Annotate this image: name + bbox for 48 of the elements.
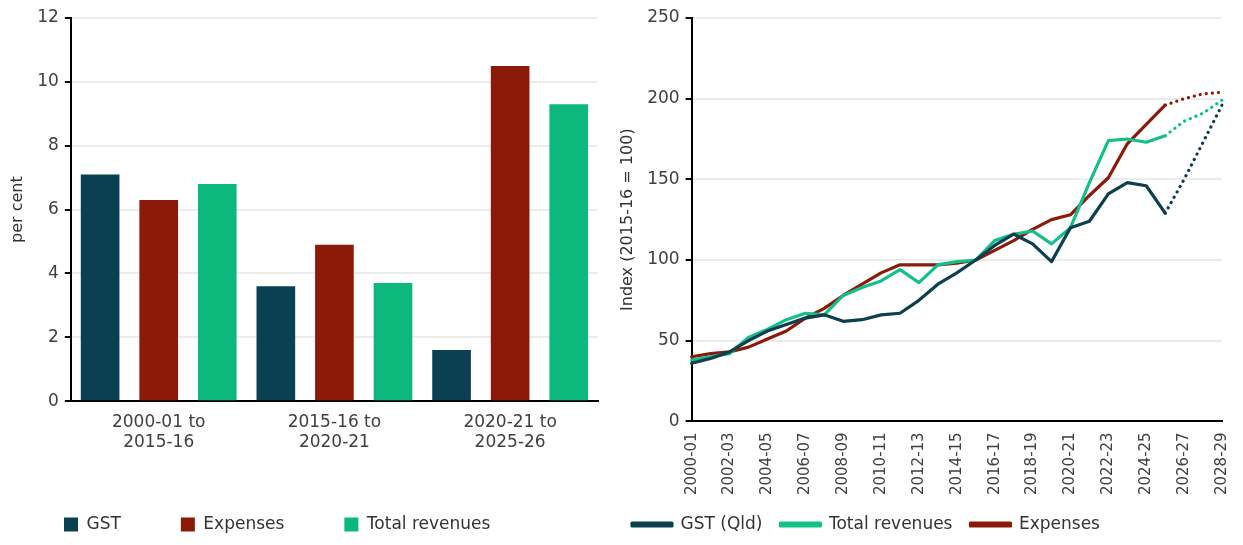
x-tick-label: 2020-21 bbox=[1060, 432, 1079, 496]
bar bbox=[197, 184, 237, 401]
x-tick-label: 2014-15 bbox=[946, 432, 965, 496]
x-tick-label: 2028-29 bbox=[1211, 432, 1230, 496]
y-tick-label: 50 bbox=[658, 329, 680, 350]
y-axis-title: Index (2015-16 = 100) bbox=[616, 128, 636, 311]
y-tick-label: 2 bbox=[48, 325, 59, 346]
x-tick-label: 2012-13 bbox=[908, 432, 927, 496]
x-tick-label: 2000-01 to 2015-16 bbox=[111, 410, 206, 452]
y-tick-label: 200 bbox=[647, 87, 680, 108]
bar bbox=[256, 286, 296, 401]
x-tick-label: 2010-11 bbox=[870, 432, 889, 496]
y-tick-label: 8 bbox=[48, 134, 59, 155]
bar bbox=[490, 65, 530, 401]
legend-label: GST bbox=[86, 512, 122, 533]
x-tick-label: 2004-05 bbox=[757, 432, 776, 496]
x-tick-label: 2022-23 bbox=[1098, 432, 1117, 496]
x-tick-label: 2002-03 bbox=[719, 432, 738, 496]
x-tick-label: 2015-16 to 2020-21 bbox=[287, 410, 382, 452]
x-tick-label: 2006-07 bbox=[795, 432, 814, 496]
bar bbox=[139, 200, 179, 401]
legend-label: Expenses bbox=[203, 512, 285, 533]
x-tick-label: 2000-01 bbox=[681, 432, 700, 496]
legend-label: GST (Qld) bbox=[680, 512, 763, 533]
y-tick-label: 10 bbox=[37, 70, 59, 91]
y-tick-label: 0 bbox=[48, 389, 59, 410]
bar bbox=[432, 350, 471, 401]
y-tick-label: 4 bbox=[48, 261, 59, 282]
y-tick-label: 6 bbox=[48, 198, 59, 219]
legend-label: Expenses bbox=[1018, 512, 1101, 533]
x-tick-label: 2024-25 bbox=[1136, 432, 1155, 496]
x-tick-label: 2018-19 bbox=[1022, 432, 1041, 496]
x-tick-label: 2026-27 bbox=[1174, 432, 1193, 496]
x-tick-label: 2016-17 bbox=[984, 432, 1003, 496]
y-tick-label: 150 bbox=[647, 167, 680, 188]
y-tick-label: 100 bbox=[647, 248, 680, 269]
bar bbox=[549, 104, 589, 401]
x-tick-label: 2020-21 to 2025-26 bbox=[463, 410, 557, 452]
legend-label: Total revenues bbox=[365, 512, 491, 533]
x-tick-label: 2008-09 bbox=[833, 432, 852, 496]
y-tick-label: 0 bbox=[668, 409, 680, 430]
y-tick-label: 250 bbox=[647, 6, 680, 27]
y-axis-title: per cent bbox=[6, 176, 26, 243]
bar bbox=[373, 283, 413, 401]
bar bbox=[315, 244, 354, 401]
legend-label: Total revenues bbox=[827, 512, 953, 533]
y-tick-label: 12 bbox=[37, 6, 59, 27]
bar bbox=[80, 174, 120, 401]
